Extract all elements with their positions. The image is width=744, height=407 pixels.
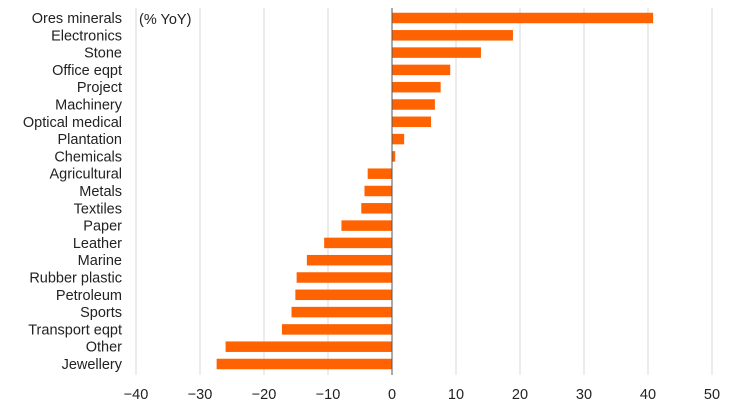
category-label: Project — [77, 80, 122, 96]
x-tick-label: 20 — [512, 387, 528, 403]
bar — [296, 272, 392, 283]
bar — [392, 116, 432, 128]
x-tick-label: −10 — [316, 387, 341, 403]
category-label: Other — [86, 340, 122, 356]
category-label: Transport eqpt — [28, 322, 122, 338]
category-label: Sports — [80, 305, 122, 321]
category-label: Stone — [84, 46, 122, 62]
bar — [392, 64, 451, 76]
bar — [295, 289, 392, 301]
category-label: Ores minerals — [32, 11, 122, 27]
category-label: Textiles — [74, 201, 122, 217]
bar — [392, 30, 513, 41]
category-label: Paper — [83, 219, 122, 235]
category-label: Plantation — [58, 132, 123, 148]
category-label: Office eqpt — [52, 63, 122, 79]
x-tick-label: 30 — [576, 387, 592, 403]
category-label: Electronics — [51, 28, 122, 44]
category-label: Agricultural — [49, 167, 122, 183]
bar — [341, 220, 392, 231]
bar — [216, 358, 392, 370]
bar — [392, 133, 405, 145]
bar — [367, 168, 392, 179]
x-tick-label: −40 — [124, 387, 149, 403]
bar — [392, 151, 396, 162]
bar — [392, 47, 481, 58]
x-tick-label: 40 — [640, 387, 656, 403]
bar — [225, 341, 392, 352]
category-label: Chemicals — [54, 149, 122, 165]
bar — [392, 99, 435, 110]
category-label: Petroleum — [56, 288, 122, 304]
x-tick-label: 0 — [388, 387, 396, 403]
bar — [291, 306, 392, 318]
category-label: Metals — [79, 184, 122, 200]
bars — [216, 12, 654, 370]
category-label: Leather — [73, 236, 122, 252]
x-tick-labels: −40 −30 −20 −10 0 10 20 30 40 50 — [124, 387, 720, 403]
x-tick-label: 10 — [448, 387, 464, 403]
x-tick-label: 50 — [704, 387, 720, 403]
x-tick-label: −20 — [252, 387, 277, 403]
category-label: Rubber plastic — [29, 271, 122, 287]
bar — [361, 203, 392, 214]
category-label: Machinery — [55, 98, 123, 114]
unit-label: (% YoY) — [139, 12, 191, 28]
bar — [364, 185, 392, 197]
bar — [281, 324, 392, 335]
category-label: Jewellery — [62, 357, 123, 373]
bar — [306, 254, 392, 266]
category-label: Optical medical — [23, 115, 122, 131]
category-label: Marine — [78, 253, 122, 269]
bar — [324, 237, 392, 249]
bar — [392, 81, 441, 93]
gridlines — [135, 8, 713, 375]
x-tick-label: −30 — [188, 387, 213, 403]
bar — [392, 12, 654, 24]
